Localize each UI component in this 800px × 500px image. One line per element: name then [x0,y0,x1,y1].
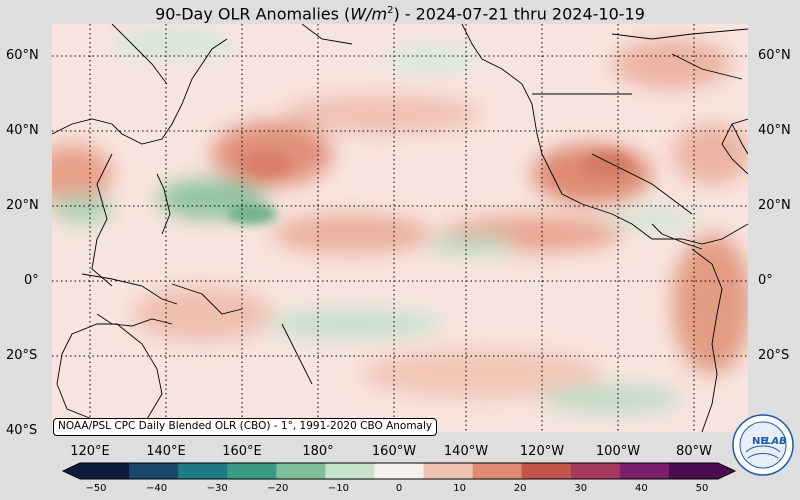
colorbar-cell [227,463,277,479]
colorbar [61,462,737,480]
lon-label: 140°E [146,444,186,459]
map-title: 90-Day OLR Anomalies (W/m2) - 2024-07-21… [0,0,800,24]
colorbar-extend-low [63,463,80,479]
colorbar-tick-label: −10 [327,483,349,494]
lat-label-right: 20°S [758,348,790,363]
logo-text-a: NE [752,436,767,447]
graticule [52,24,748,432]
colorbar-cell [668,463,719,479]
lon-label: 120°E [70,444,110,459]
lon-label: 160°W [371,444,417,459]
lat-label-left: 0° [24,273,39,288]
coastlines [52,24,748,432]
map-field [52,24,748,432]
lon-label: 180° [302,444,334,459]
title-suffix: ) - 2024-07-21 thru 2024-10-19 [393,4,645,24]
colorbar-tick-label: −30 [206,483,228,494]
lon-label: 160°E [222,444,262,459]
colorbar-cell [129,463,179,479]
colorbar-tick-label: 0 [395,483,403,494]
data-source-caption: NOAA/PSL CPC Daily Blended OLR (CBO) - 1… [53,418,438,436]
colorbar-cell [619,463,670,479]
colorbar-cell [325,463,375,479]
colorbar-cell [521,463,572,479]
colorbar-tick-label: 10 [453,483,466,494]
lat-label-left: 20°S [6,348,38,363]
lon-label: 140°W [443,444,489,459]
lat-label-left: 40°N [6,123,39,138]
olr-anomaly-map [52,24,748,432]
colorbar-tick-label: 30 [574,483,588,494]
lat-label-left: 60°N [6,48,39,63]
lat-label-left: 20°N [6,198,39,213]
lon-label: 100°W [595,444,641,459]
logo-text-b: LAB [765,436,787,447]
lat-label-left: 40°S [6,423,38,438]
colorbar-extend-high [718,463,735,479]
anomaly-shading [52,30,748,413]
colorbar-tick-label: −50 [85,483,107,494]
colorbar-cell [178,463,228,479]
colorbar-cell [374,463,425,479]
colorbar-cell [423,463,474,479]
colorbar-tick-label: −20 [267,483,289,494]
colorbar-cell [570,463,621,479]
title-unit: W/m [350,4,388,24]
colorbar-tick-label: 20 [513,483,527,494]
lat-label-right: 60°N [758,48,791,63]
lab-logo: NE LAB [732,414,794,476]
lon-label: 80°W [676,444,712,459]
colorbar-tick-label: 40 [635,483,648,494]
lat-label-right: 0° [758,273,773,288]
lat-label-right: 40°N [758,123,791,138]
colorbar-cell [472,463,523,479]
colorbar-cell [276,463,326,479]
colorbar-tick-label: 50 [695,483,709,494]
colorbar-tick-label: −40 [146,483,168,494]
title-unit-exponent: 2 [387,5,394,16]
colorbar-cell [80,463,130,479]
lon-label: 120°W [519,444,565,459]
lat-label-right: 20°N [758,198,791,213]
title-prefix: 90-Day OLR Anomalies ( [155,4,351,24]
